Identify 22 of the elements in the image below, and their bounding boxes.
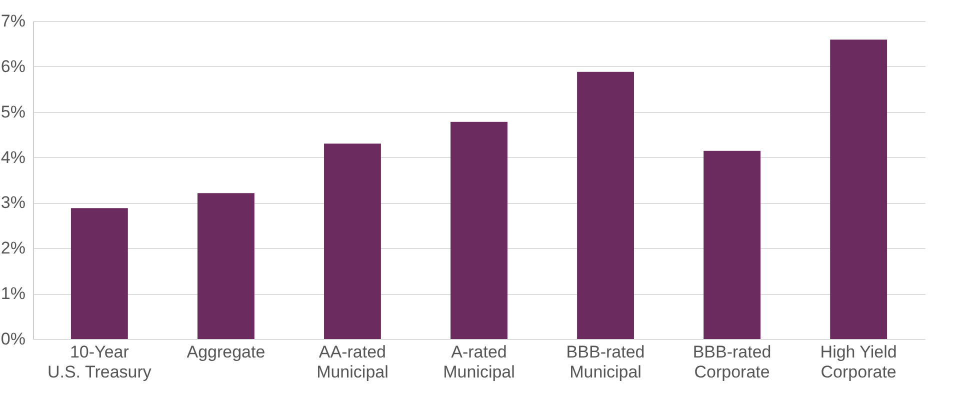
bar [197,193,254,339]
x-tick-label: 10-Year U.S. Treasury [47,342,152,382]
y-tick-label: 2% [0,238,26,258]
bar [450,122,508,339]
bar [704,150,761,339]
x-tick-label: High Yield Corporate [820,342,897,382]
bar [577,72,634,339]
y-tick-label: 0% [0,330,26,348]
x-tick-label: BBB-rated Municipal [566,342,645,382]
bar [70,208,128,339]
y-tick-label: 4% [0,148,26,167]
x-tick-label: BBB-rated Corporate [692,342,772,382]
bar [830,40,888,339]
x-tick-label: Aggregate [186,342,266,362]
y-tick-label: 1% [0,284,26,304]
y-tick-label: 6% [0,56,26,76]
x-tick-label: A-rated Municipal [443,342,515,382]
bar [324,144,381,339]
y-tick-label: 7% [0,12,26,30]
y-tick-label: 5% [0,102,26,122]
y-tick-label: 3% [0,193,26,212]
x-tick-label: AA-rated Municipal [316,342,388,382]
